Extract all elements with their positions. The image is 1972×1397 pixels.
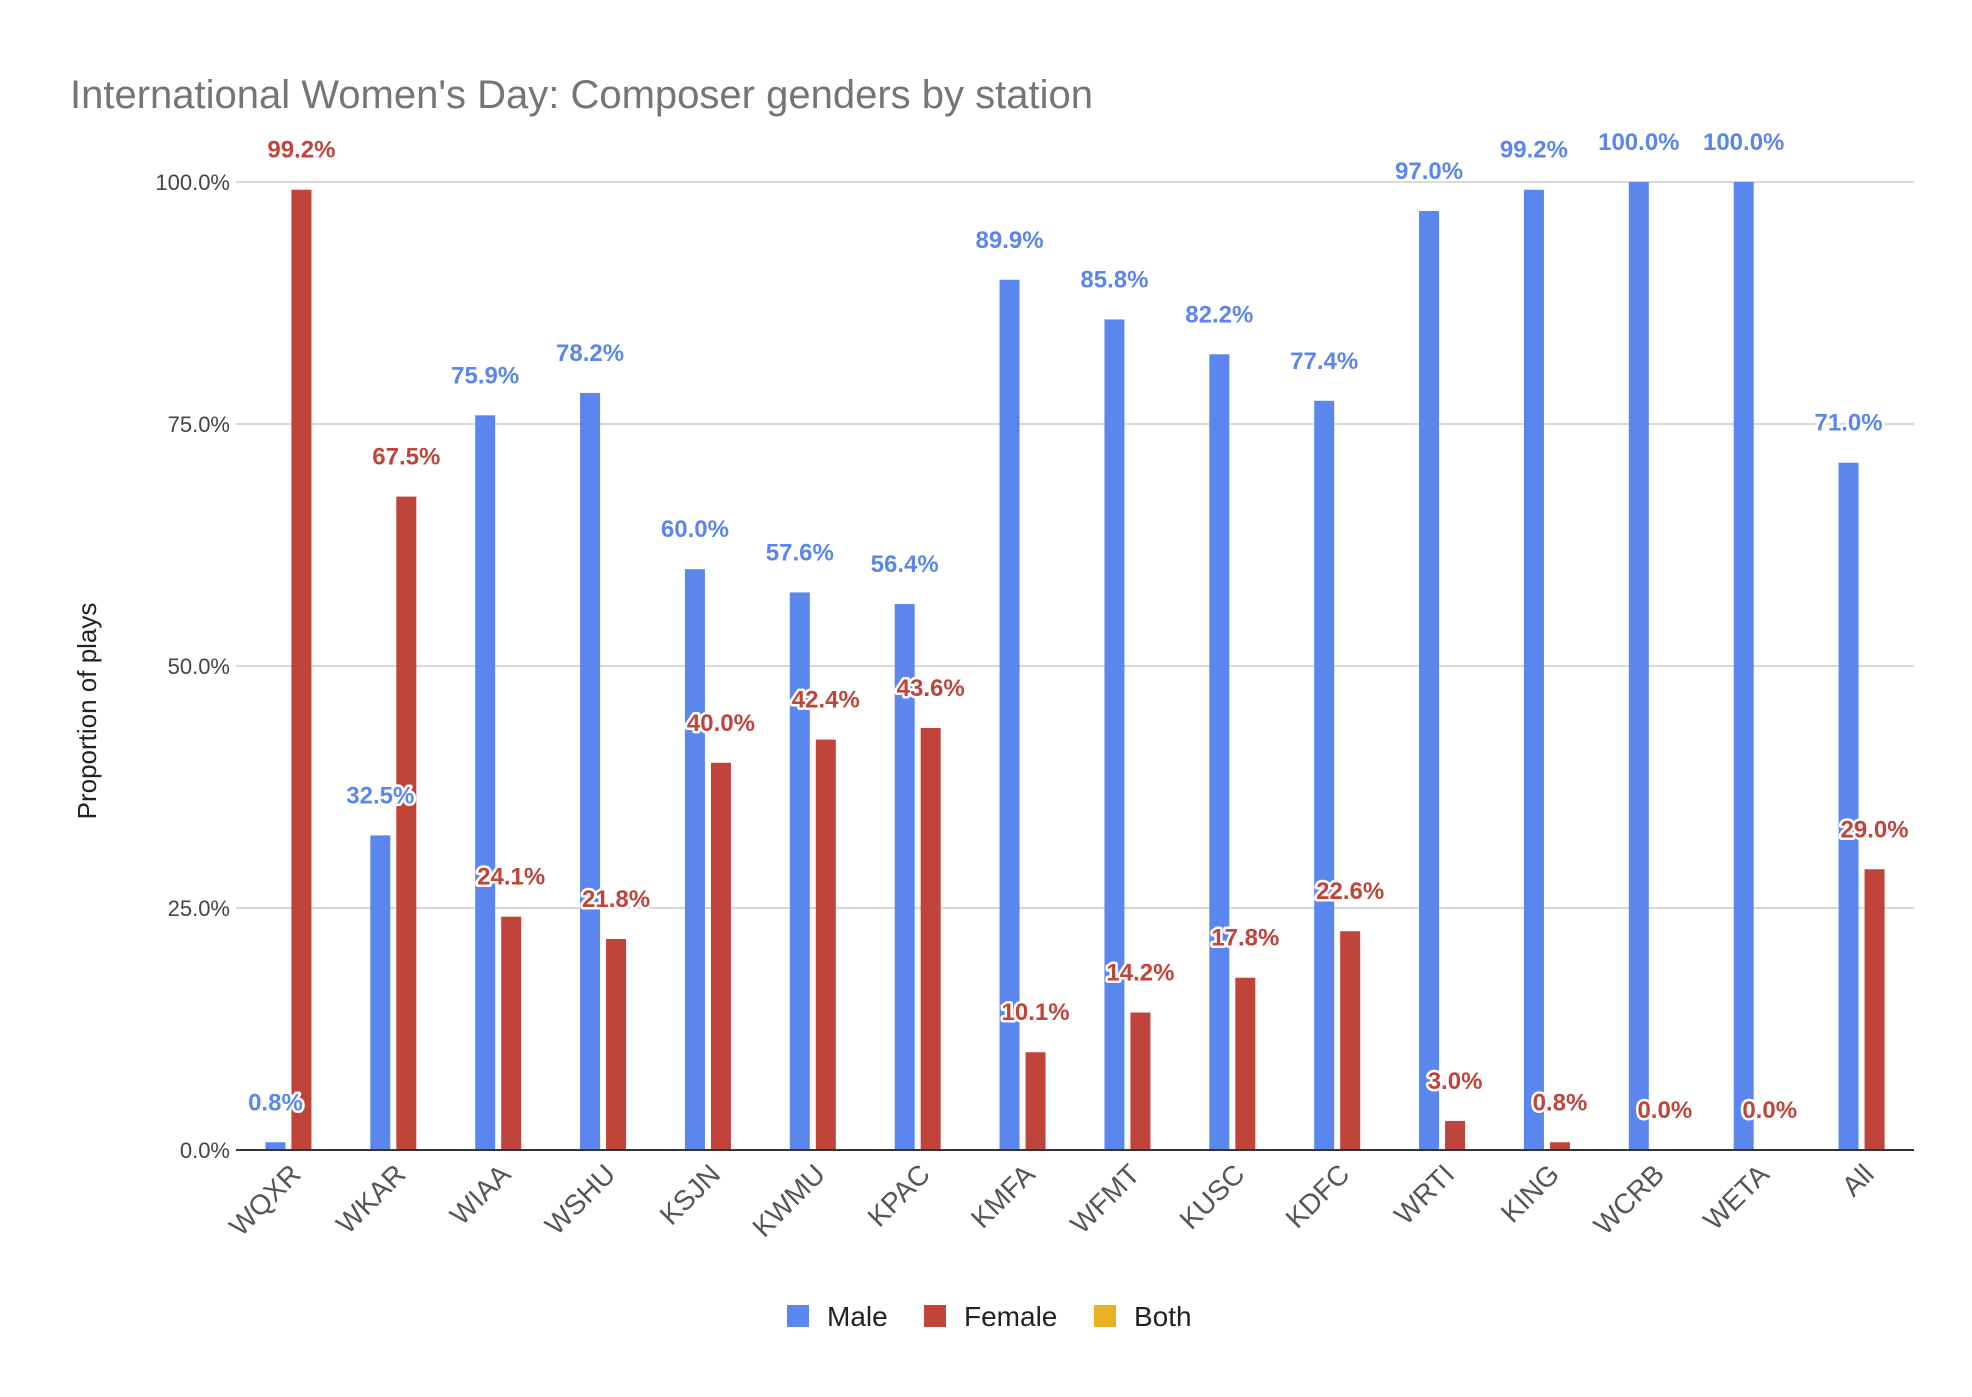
legend: Male Female Both: [787, 1301, 1192, 1332]
data-label-male: 78.2%: [556, 340, 624, 367]
x-axis-ticks: WQXR WKAR WIAA WSHU KSJN KWMU KPAC KMFA WFMT KUSC…: [223, 1158, 1880, 1243]
data-label-male: 56.4%: [871, 551, 939, 578]
bar-female: [501, 916, 522, 1150]
bar-male: [684, 569, 705, 1150]
bar-male: [1104, 319, 1125, 1150]
data-label-female: 40.0%: [687, 710, 755, 737]
data-label-male: 100.0%: [1703, 129, 1784, 156]
data-label-female: 67.5%: [372, 444, 440, 471]
bar-male: [1314, 400, 1335, 1150]
x-tick-label: KDFC: [1280, 1158, 1356, 1234]
bar-female: [815, 739, 836, 1150]
bar-male: [1523, 189, 1544, 1150]
bar-female: [1025, 1052, 1046, 1150]
data-label-male: 71.0%: [1815, 410, 1883, 437]
x-tick-label: KPAC: [862, 1158, 936, 1232]
data-label-male: 77.4%: [1290, 348, 1358, 375]
data-label-male: 0.8%: [248, 1089, 303, 1116]
data-label-male: 85.8%: [1080, 266, 1148, 293]
y-tick-label: 100.0%: [155, 170, 230, 195]
legend-label: Female: [964, 1301, 1057, 1332]
bar-male: [475, 415, 496, 1151]
bar-female: [920, 727, 941, 1150]
bar-male: [1838, 462, 1859, 1151]
bars: [265, 182, 1885, 1151]
x-tick-label: WETA: [1697, 1158, 1775, 1236]
legend-swatch: [924, 1305, 946, 1327]
legend-label: Both: [1134, 1301, 1192, 1332]
data-label-male: 89.9%: [976, 227, 1044, 254]
bar-female: [606, 938, 627, 1150]
x-tick-label: WSHU: [539, 1158, 621, 1240]
bar-female: [1340, 931, 1361, 1150]
bar-male: [265, 1142, 286, 1150]
bar-male: [894, 604, 915, 1150]
data-label-female: 24.1%: [477, 864, 545, 891]
y-axis-ticks: 0.0% 25.0% 50.0% 75.0% 100.0%: [155, 170, 230, 1163]
bar-male: [580, 393, 601, 1150]
data-label-male: 60.0%: [661, 516, 729, 543]
bar-male: [789, 592, 810, 1150]
data-label-male: 100.0%: [1598, 129, 1679, 156]
y-axis-label: Proportion of plays: [72, 603, 102, 820]
bar-female: [1130, 1012, 1151, 1150]
data-label-female: 29.0%: [1841, 816, 1909, 843]
data-label-female: 21.8%: [582, 886, 650, 913]
y-tick-label: 25.0%: [168, 896, 230, 921]
bar-male: [1733, 182, 1754, 1150]
legend-label: Male: [827, 1301, 888, 1332]
bar-male: [1209, 354, 1230, 1151]
data-label-female: 99.2%: [267, 137, 335, 164]
x-tick-label: WRTI: [1388, 1158, 1460, 1230]
x-tick-label: KMFA: [965, 1158, 1041, 1234]
bar-female: [710, 762, 731, 1150]
data-label-male: 57.6%: [766, 539, 834, 566]
bar-female: [1864, 869, 1885, 1150]
x-tick-label: KUSC: [1174, 1158, 1251, 1235]
data-label-male: 99.2%: [1500, 137, 1568, 164]
x-tick-label: WFMT: [1064, 1158, 1145, 1239]
data-label-female: 10.1%: [1002, 999, 1070, 1026]
bar-female: [1549, 1142, 1570, 1150]
x-tick-label: WIAA: [444, 1158, 517, 1231]
y-tick-label: 75.0%: [168, 412, 230, 437]
bar-female: [1445, 1120, 1466, 1150]
x-tick-label: All: [1836, 1158, 1880, 1202]
data-label-male: 32.5%: [346, 782, 414, 809]
data-label-female: 42.4%: [792, 687, 860, 714]
x-tick-label: KING: [1495, 1158, 1565, 1228]
x-tick-label: WKAR: [330, 1158, 411, 1239]
data-label-male: 97.0%: [1395, 158, 1463, 185]
bar-male: [1628, 182, 1649, 1150]
bar-female: [1235, 977, 1256, 1150]
bar-male: [999, 279, 1020, 1150]
data-label-female: 3.0%: [1428, 1068, 1483, 1095]
x-tick-label: KSJN: [654, 1158, 727, 1231]
data-label-female: 0.0%: [1742, 1097, 1797, 1124]
bar-female: [291, 189, 312, 1150]
data-label-female: 0.8%: [1533, 1089, 1588, 1116]
data-labels: 0.8% 99.2% 32.5% 67.5% 75.9% 24.1% 78.2% 21.8% 6…: [246, 127, 1912, 1127]
bar-male: [1419, 211, 1440, 1151]
y-tick-label: 50.0%: [168, 654, 230, 679]
bar-male: [370, 835, 391, 1150]
bar-female: [396, 496, 417, 1151]
x-tick-label: WQXR: [223, 1158, 307, 1242]
data-label-female: 0.0%: [1637, 1097, 1692, 1124]
y-tick-label: 0.0%: [180, 1138, 230, 1163]
legend-swatch: [787, 1305, 809, 1327]
data-label-female: 43.6%: [897, 675, 965, 702]
data-label-female: 14.2%: [1106, 960, 1174, 987]
data-label-male: 82.2%: [1185, 301, 1253, 328]
data-label-female: 22.6%: [1316, 878, 1384, 905]
x-tick-label: KWMU: [746, 1158, 831, 1243]
chart-title: International Women's Day: Composer gend…: [70, 73, 1093, 117]
x-tick-label: WCRB: [1588, 1158, 1670, 1240]
data-label-female: 17.8%: [1211, 925, 1279, 952]
legend-swatch: [1094, 1305, 1116, 1327]
data-label-male: 75.9%: [451, 362, 519, 389]
